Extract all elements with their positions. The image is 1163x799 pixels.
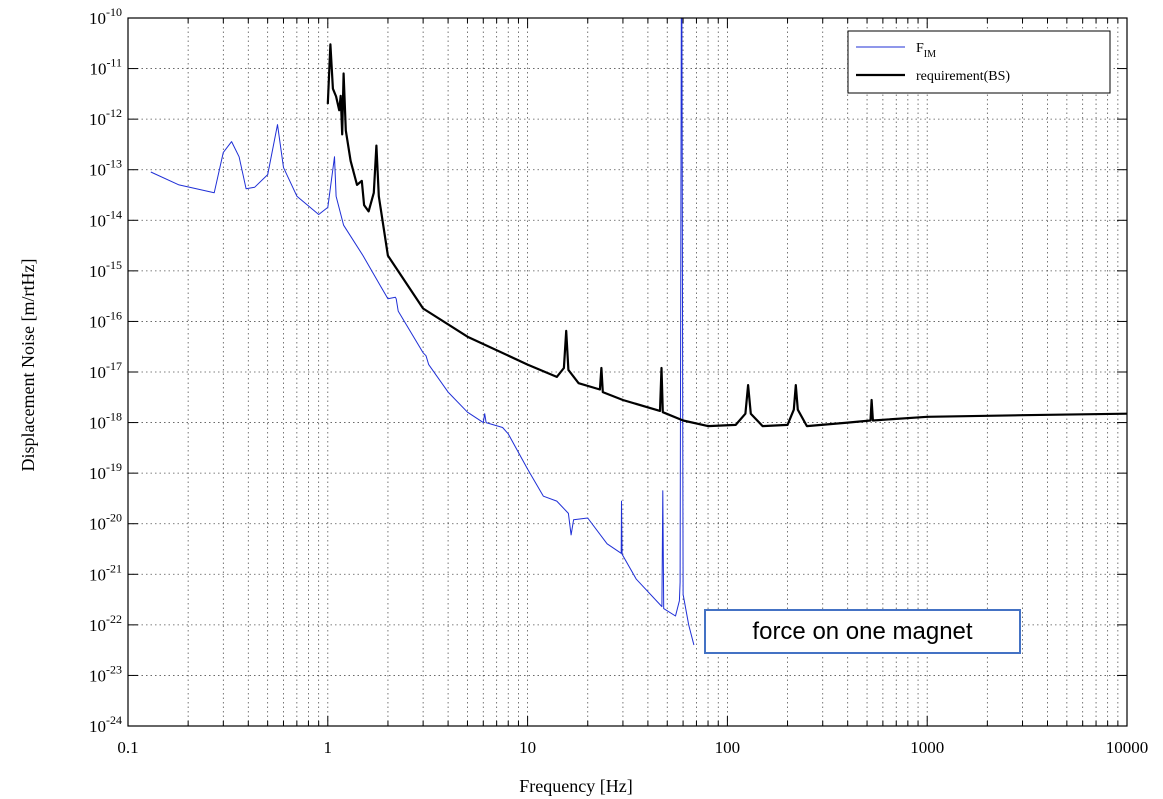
y-tick-label: 10-23: [89, 662, 122, 685]
legend-box: [847, 30, 1111, 94]
legend-label: FIM: [916, 41, 936, 60]
y-tick-label: 10-20: [89, 511, 122, 534]
y-tick-label: 10-17: [89, 359, 122, 382]
y-tick-label: 10-18: [89, 410, 122, 433]
x-tick-label: 1: [324, 738, 333, 757]
legend-label: requirement(BS): [916, 69, 1010, 84]
y-tick-label: 10-14: [89, 207, 122, 230]
tick-marks: [127, 17, 1127, 727]
y-tick-label: 10-15: [89, 258, 122, 281]
y-tick-label: 10-12: [89, 106, 122, 129]
x-tick-label: 1000: [910, 738, 944, 757]
annotation-box: force on one magnet: [704, 609, 1021, 654]
x-tick-label: 0.1: [117, 738, 138, 757]
x-axis-title: Frequency [Hz]: [519, 776, 632, 796]
annotation-text: force on one magnet: [752, 617, 973, 645]
x-tick-label: 10000: [1106, 738, 1149, 757]
y-tick-label: 10-13: [89, 157, 122, 180]
grid-lines: [128, 18, 1127, 726]
y-tick-label: 10-19: [89, 460, 122, 483]
series-line-requirement-bs-: [326, 43, 1127, 428]
tick-labels: 0.1 1 10 100 1000 10000 10-24 10-23 10-22 10-21 10…: [89, 5, 1148, 757]
y-axis-title: Displacement Noise [m/rtHz]: [18, 259, 38, 472]
x-tick-label: 10: [519, 738, 536, 757]
y-tick-label: 10-10: [89, 5, 122, 28]
x-tick-label: 100: [715, 738, 741, 757]
y-tick-label: 10-22: [89, 612, 122, 635]
y-tick-label: 10-11: [89, 56, 122, 79]
y-tick-label: 10-16: [89, 308, 122, 331]
y-tick-label: 10-21: [89, 561, 122, 584]
series-line-f-im: [150, 18, 695, 646]
y-tick-label: 10-24: [89, 713, 122, 736]
legend: FIM requirement(BS): [847, 30, 1111, 94]
